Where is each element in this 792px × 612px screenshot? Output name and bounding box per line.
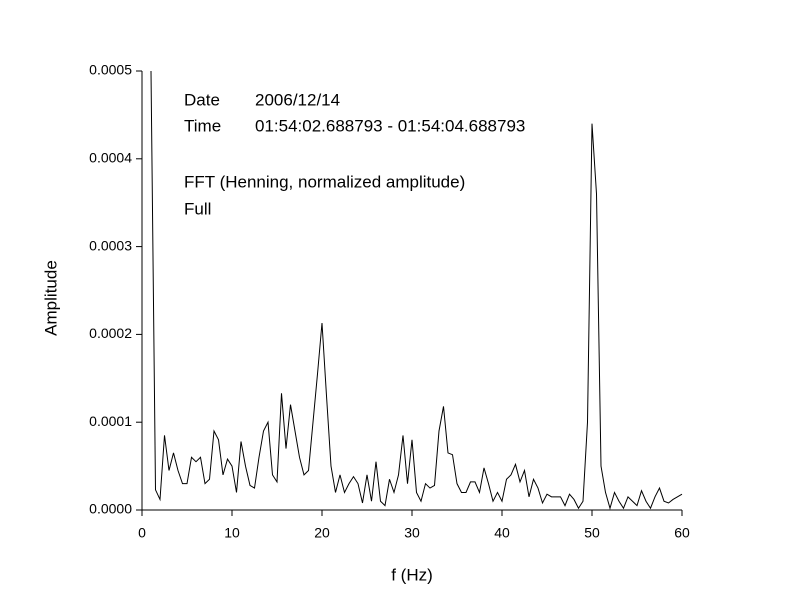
annotation: Time (184, 116, 221, 135)
y-tick-label: 0.0004 (89, 150, 132, 166)
x-tick-label: 50 (584, 525, 600, 541)
x-tick-label: 0 (138, 525, 146, 541)
x-tick-label: 30 (404, 525, 420, 541)
y-tick-label: 0.0002 (89, 325, 132, 341)
x-tick-label: 60 (674, 525, 690, 541)
y-tick-label: 0.0003 (89, 237, 132, 253)
x-tick-label: 40 (494, 525, 510, 541)
annotation: 2006/12/14 (255, 90, 340, 109)
data-line (150, 70, 683, 511)
y-tick-label: 0.0000 (89, 501, 132, 517)
annotation: FFT (Henning, normalized amplitude) (184, 172, 465, 191)
x-tick-label: 10 (224, 525, 240, 541)
y-axis-label: Amplitude (41, 260, 60, 336)
annotation: Full (184, 199, 211, 218)
annotation: 01:54:02.688793 - 01:54:04.688793 (255, 116, 525, 135)
y-tick-label: 0.0005 (89, 62, 132, 78)
x-tick-label: 20 (314, 525, 330, 541)
x-axis-label: f (Hz) (391, 565, 433, 584)
y-tick-label: 0.0001 (89, 413, 132, 429)
annotation: Date (184, 90, 220, 109)
